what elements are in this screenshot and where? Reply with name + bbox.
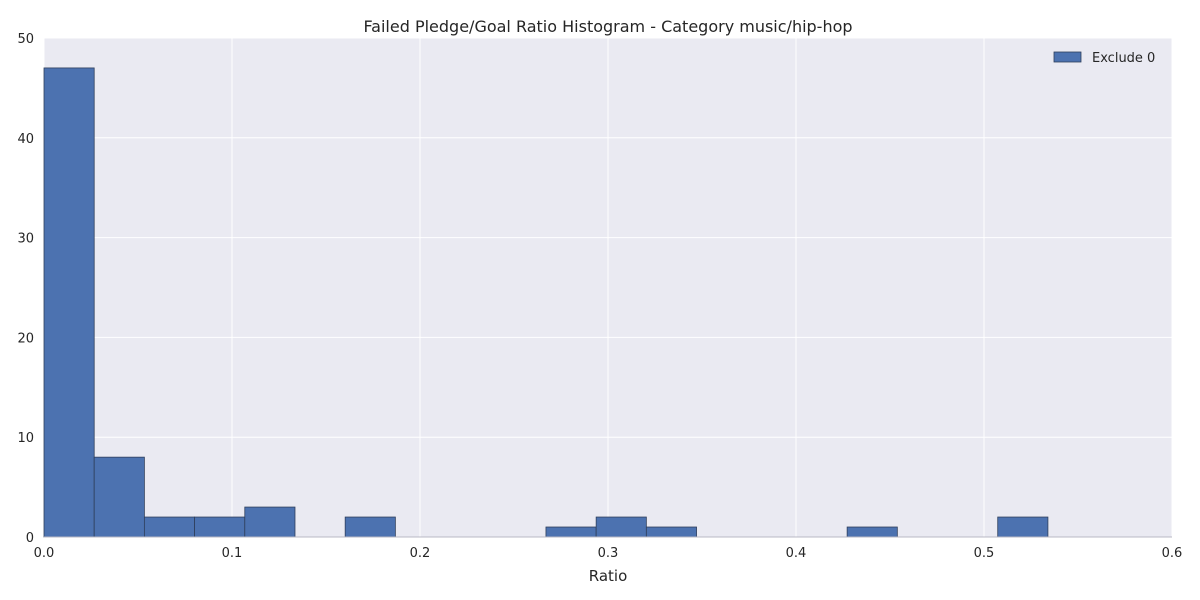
y-tick-labels: 0 10 20 30 40 50 bbox=[17, 32, 34, 546]
y-tick-label: 0 bbox=[26, 531, 34, 546]
x-tick-label: 0.6 bbox=[1162, 546, 1183, 561]
histogram-bar bbox=[997, 516, 1049, 538]
histogram-bar bbox=[545, 526, 597, 538]
histogram-bar bbox=[194, 516, 246, 538]
histogram-bar bbox=[244, 506, 296, 538]
histogram-bar bbox=[846, 526, 898, 538]
bars bbox=[43, 67, 1049, 538]
y-tick-label: 30 bbox=[17, 232, 34, 247]
histogram-bar bbox=[344, 516, 396, 538]
x-tick-label: 0.2 bbox=[410, 546, 431, 561]
x-tick-labels: 0.0 0.1 0.2 0.3 0.4 0.5 0.6 bbox=[34, 546, 1183, 561]
y-tick-label: 20 bbox=[17, 331, 34, 346]
y-tick-label: 40 bbox=[17, 132, 34, 147]
histogram-bar bbox=[43, 67, 95, 538]
legend-swatch bbox=[1053, 51, 1082, 63]
legend: Exclude 0 bbox=[1053, 51, 1155, 66]
y-tick-label: 50 bbox=[17, 32, 34, 47]
x-tick-label: 0.1 bbox=[222, 546, 243, 561]
x-tick-label: 0.5 bbox=[974, 546, 995, 561]
histogram-bar bbox=[93, 456, 145, 538]
histogram-bar bbox=[143, 516, 195, 538]
chart-title: Failed Pledge/Goal Ratio Histogram - Cat… bbox=[363, 17, 852, 36]
x-tick-label: 0.0 bbox=[34, 546, 55, 561]
histogram-bar bbox=[595, 516, 647, 538]
x-tick-label: 0.3 bbox=[598, 546, 619, 561]
y-tick-label: 10 bbox=[17, 431, 34, 446]
legend-label: Exclude 0 bbox=[1092, 51, 1155, 66]
histogram-bar bbox=[645, 526, 697, 538]
x-tick-label: 0.4 bbox=[786, 546, 807, 561]
x-axis-label: Ratio bbox=[589, 567, 628, 585]
